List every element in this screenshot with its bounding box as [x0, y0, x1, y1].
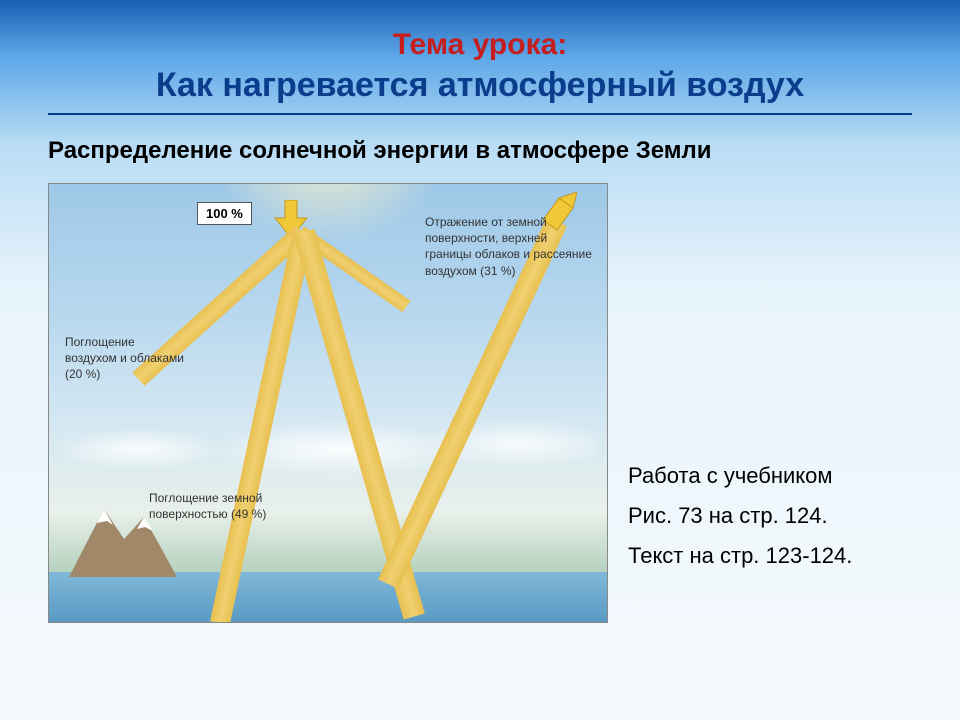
side-line-2: Рис. 73 на стр. 124. — [628, 503, 912, 529]
label-absorb-surface: Поглощение земной поверхностью (49 %) — [149, 490, 269, 522]
label-absorb-air: Поглощение воздухом и облаками (20 %) — [65, 334, 185, 383]
subtitle: Распределение солнечной энергии в атмосф… — [48, 137, 912, 165]
label-reflection: Отражение от земной поверхности, верхней… — [425, 214, 595, 279]
side-line-3: Текст на стр. 123-124. — [628, 543, 912, 569]
energy-diagram: 100 % Отражение от земной поверхности, в… — [48, 183, 608, 623]
slide-header: Тема урока: Как нагревается атмосферный … — [48, 28, 912, 105]
incoming-percent-label: 100 % — [197, 202, 252, 225]
clouds — [59, 414, 599, 484]
side-text: Работа с учебником Рис. 73 на стр. 124. … — [628, 463, 912, 623]
divider — [48, 113, 912, 115]
side-line-1: Работа с учебником — [628, 463, 912, 489]
slide-title: Как нагревается атмосферный воздух — [48, 66, 912, 105]
topic-label: Тема урока: — [48, 28, 912, 62]
